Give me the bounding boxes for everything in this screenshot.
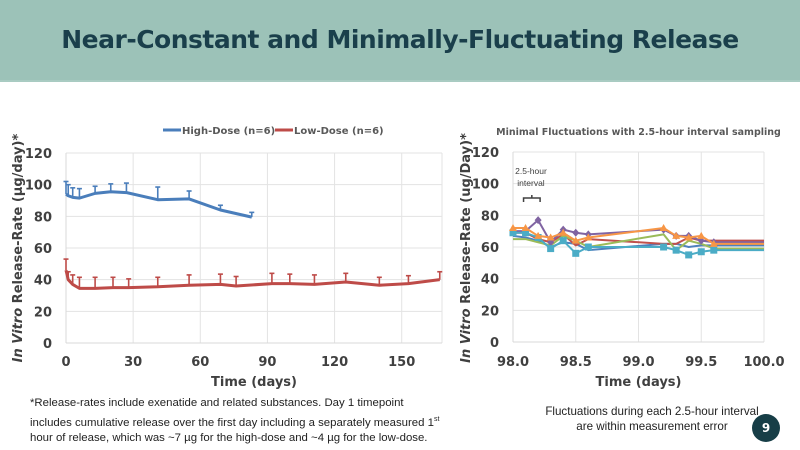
marker-square [547,245,555,253]
footnote-line-1: *Release-rates include exenatide and rel… [30,397,404,409]
marker-square [509,229,517,237]
marker-triangle [546,233,555,241]
footnote-line-2-text: includes cumulative release over the fir… [30,416,434,429]
caption-line-2: are within measurement error [576,420,728,433]
left-x-tick-label: 90 [258,355,276,370]
caption-line-1: Fluctuations during each 2.5-hour interv… [545,405,759,418]
marker-square [660,243,668,251]
interval-bracket-icon [522,195,541,202]
left-y-tick-label: 80 [34,210,52,225]
right-x-tick-label: 99.5 [685,355,717,370]
right-y-tick-label: 120 [472,146,499,161]
right-x-tick-label: 98.0 [497,355,529,370]
title-banner [0,0,800,80]
right-chart-title: Minimal Fluctuations with 2.5-hour inter… [496,127,781,138]
slide-title: Near-Constant and Minimally-Fluctuating … [61,25,739,54]
marker-square [672,246,680,254]
y-axis-title-italic: In Vitro [459,308,474,363]
series-line-low-dose [64,269,440,290]
y-axis-title-rest: Release-Rate (µg/day)* [11,134,26,308]
footnote-superscript: st [433,415,440,423]
right-y-tick-label: 80 [481,209,499,224]
marker-square [559,237,567,245]
marker-square [584,243,592,251]
marker-triangle [684,233,693,241]
right-x-tick-label: 98.5 [560,355,592,370]
footnote-line-3: hour of release, which was ~7 µg for the… [30,431,428,444]
annotation-text-line-2: interval [517,178,545,188]
right-y-tick-label: 20 [481,304,499,319]
left-y-tick-label: 20 [34,305,52,320]
series-line-high-dose [65,190,253,219]
marker-triangle [672,231,681,239]
legend-label-high-dose: High-Dose (n=6) [182,126,275,137]
marker-square [522,229,530,237]
left-y-tick-label: 120 [25,147,52,162]
right-x-tick-label: 99.0 [622,355,654,370]
marker-diamond [572,228,580,237]
annotation-text-line-1: 2.5-hour [515,166,547,176]
y-axis-title-italic: In Vitro [11,308,26,363]
left-x-axis-title: Time (days) [211,375,297,390]
right-y-tick-label: 100 [472,178,499,193]
left-y-tick-label: 40 [34,274,52,289]
right-y-tick-label: 0 [490,336,499,351]
left-x-tick-label: 0 [61,355,70,370]
banner-divider [0,80,800,82]
y-axis-title-rest: Release-Rate (ug/Day)* [459,133,474,309]
left-y-axis-title: In Vitro Release-Rate (µg/day)* [11,134,26,363]
marker-triangle [509,224,517,231]
marker-square [572,249,580,257]
footnote: *Release-rates include exenatide and rel… [30,396,480,446]
left-y-tick-label: 60 [34,242,52,257]
left-y-tick-label: 0 [43,337,52,352]
right-y-axis-title: In Vitro Release-Rate (ug/Day)* [459,133,474,363]
right-y-tick-label: 40 [481,273,499,288]
left-x-tick-label: 30 [124,355,142,370]
marker-triangle [559,228,568,236]
left-y-tick-label: 100 [25,179,52,194]
right-x-axis-title: Time (days) [596,375,682,390]
right-y-tick-label: 60 [481,241,499,256]
footnote-line-2: includes cumulative release over the fir… [30,412,480,431]
right-chart-caption: Fluctuations during each 2.5-hour interv… [522,404,782,434]
marker-square [710,246,718,254]
marker-triangle [709,239,718,247]
marker-triangle [571,236,580,244]
marker-square [685,251,693,259]
marker-diamond [534,216,542,225]
marker-triangle [697,231,706,239]
page-number-badge: 9 [752,414,780,442]
marker-square [697,248,705,256]
marker-triangle [659,224,668,231]
left-x-tick-label: 150 [388,355,415,370]
left-x-tick-label: 120 [321,355,348,370]
marker-triangle [534,231,543,239]
marker-triangle [521,224,530,231]
left-x-tick-label: 60 [191,355,209,370]
right-x-tick-label: 100.0 [743,355,784,370]
legend-label-low-dose: Low-Dose (n=6) [294,126,384,137]
marker-triangle [584,233,593,241]
